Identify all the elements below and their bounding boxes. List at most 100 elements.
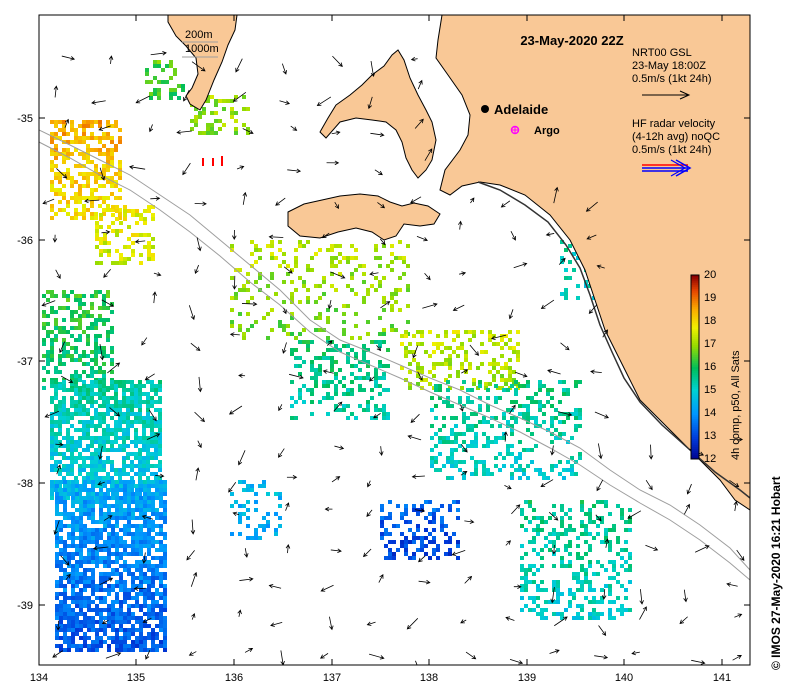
sst-pixel — [548, 540, 552, 544]
sst-pixel — [127, 528, 131, 532]
sst-pixel — [462, 476, 466, 480]
current-arrow — [195, 467, 200, 481]
sst-pixel — [147, 520, 151, 524]
sst-pixel — [75, 616, 79, 620]
sst-pixel — [576, 616, 580, 620]
current-arrow — [604, 538, 610, 548]
sst-pixel — [151, 484, 155, 488]
sst-pixel — [86, 464, 90, 468]
sst-pixel — [102, 468, 106, 472]
sst-pixel — [115, 552, 119, 556]
sst-pixel — [142, 428, 146, 432]
current-arrow — [56, 464, 62, 475]
sst-pixel — [510, 452, 514, 456]
sst-pixel — [362, 300, 366, 304]
sst-pixel — [142, 432, 146, 436]
sst-pixel — [110, 330, 114, 334]
current-arrow — [410, 196, 422, 204]
sst-pixel — [78, 326, 82, 330]
sst-pixel — [554, 408, 558, 412]
sst-pixel — [54, 144, 58, 148]
sst-pixel — [98, 334, 102, 338]
sst-pixel — [71, 528, 75, 532]
sst-pixel — [254, 536, 258, 540]
sst-pixel — [79, 644, 83, 648]
sst-pixel — [74, 338, 78, 342]
sst-pixel — [570, 472, 574, 476]
sst-pixel — [163, 520, 167, 524]
sst-pixel — [440, 362, 444, 366]
sst-pixel — [542, 476, 546, 480]
current-arrow — [540, 479, 554, 488]
sst-pixel — [406, 244, 410, 248]
sst-pixel — [42, 354, 46, 358]
sst-pixel — [494, 436, 498, 440]
sst-pixel — [568, 588, 572, 592]
sst-pixel — [74, 294, 78, 298]
sst-pixel — [75, 572, 79, 576]
sst-pixel — [326, 380, 330, 384]
sst-pixel — [82, 132, 86, 136]
x-axis: 134 135 136 137 138 139 140 141 — [30, 15, 731, 684]
sst-pixel — [432, 366, 436, 370]
sst-pixel — [155, 648, 159, 652]
sst-pixel — [290, 348, 294, 352]
sst-pixel — [54, 188, 58, 192]
sst-pixel — [143, 209, 147, 213]
current-arrow — [194, 264, 199, 275]
sst-pixel — [102, 416, 106, 420]
sst-pixel — [111, 604, 115, 608]
sst-pixel — [342, 320, 346, 324]
sst-pixel — [424, 528, 428, 532]
sst-pixel — [330, 348, 334, 352]
sst-pixel — [119, 628, 123, 632]
sst-pixel — [55, 508, 59, 512]
colorbar-ticks: 12 13 14 15 16 17 18 19 20 — [704, 269, 716, 465]
sst-pixel — [282, 324, 286, 328]
sst-pixel — [86, 400, 90, 404]
sst-pixel — [330, 396, 334, 400]
sst-pixel — [83, 604, 87, 608]
sst-pixel — [454, 416, 458, 420]
sst-pixel — [446, 396, 450, 400]
sst-pixel — [107, 241, 111, 245]
sst-pixel — [302, 360, 306, 364]
sst-pixel — [74, 412, 78, 416]
sst-pixel — [149, 80, 153, 84]
current-arrow — [597, 443, 603, 460]
sst-pixel — [75, 628, 79, 632]
sst-pixel — [91, 568, 95, 572]
sst-pixel — [54, 420, 58, 424]
sst-pixel — [46, 362, 50, 366]
sst-pixel — [404, 354, 408, 358]
sst-pixel — [63, 544, 67, 548]
sst-pixel — [102, 298, 106, 302]
colorbar-swatch — [691, 351, 699, 354]
sst-pixel — [448, 358, 452, 362]
sst-pixel — [588, 508, 592, 512]
sst-pixel — [334, 384, 338, 388]
sst-pixel — [560, 560, 564, 564]
sst-pixel — [438, 428, 442, 432]
sst-pixel — [448, 354, 452, 358]
sst-pixel — [158, 460, 162, 464]
current-arrow — [411, 474, 425, 479]
sst-pixel — [143, 488, 147, 492]
sst-pixel — [378, 340, 382, 344]
sst-pixel — [94, 338, 98, 342]
sst-pixel — [122, 400, 126, 404]
sst-pixel — [99, 536, 103, 540]
sst-pixel — [163, 484, 167, 488]
sst-pixel — [158, 420, 162, 424]
sst-pixel — [206, 131, 210, 135]
colorbar-swatch — [691, 453, 699, 456]
sst-pixel — [70, 326, 74, 330]
current-arrow — [232, 511, 240, 517]
sst-pixel — [146, 380, 150, 384]
sst-pixel — [358, 336, 362, 340]
sst-pixel — [161, 68, 165, 72]
sst-pixel — [102, 440, 106, 444]
sst-pixel — [78, 192, 82, 196]
sst-pixel — [384, 532, 388, 536]
sst-pixel — [98, 120, 102, 124]
